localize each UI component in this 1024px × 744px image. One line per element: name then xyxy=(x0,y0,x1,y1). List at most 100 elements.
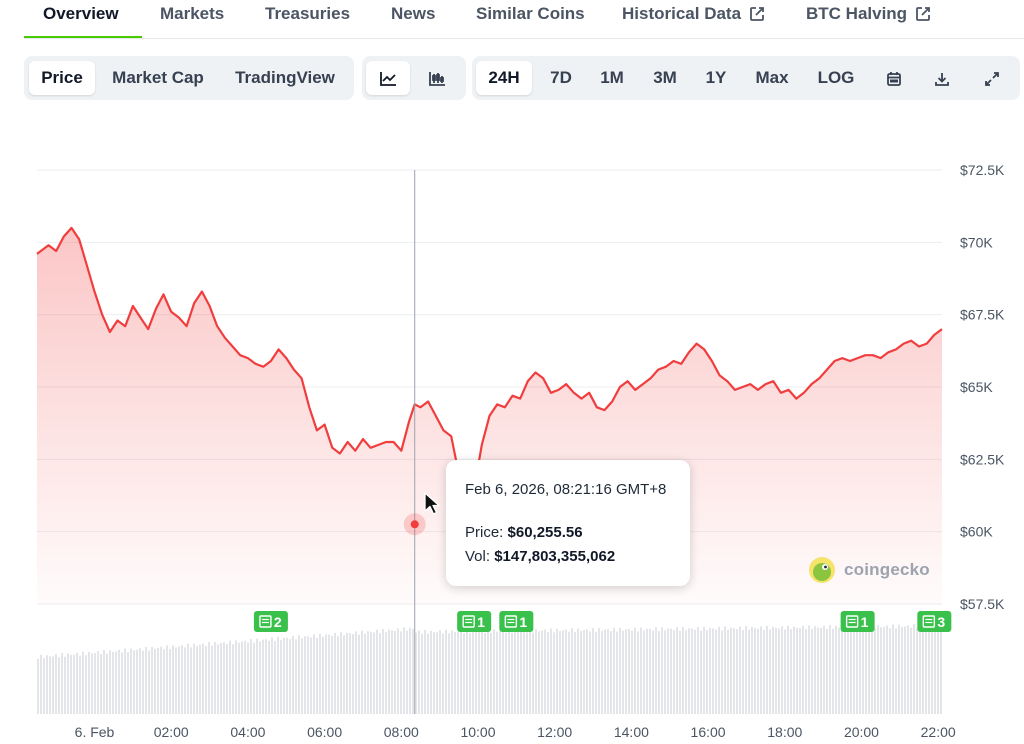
volume-bar xyxy=(889,628,891,714)
volume-bar xyxy=(412,628,414,714)
volume-bar xyxy=(844,625,846,714)
line-chart-icon xyxy=(380,71,396,86)
expand-icon xyxy=(985,71,999,86)
volume-bar xyxy=(874,628,876,714)
volume-bar xyxy=(790,629,792,714)
news-count: 1 xyxy=(519,614,527,630)
volume-bar xyxy=(667,628,669,714)
volume-bar xyxy=(529,628,531,714)
tab-similar-coins[interactable]: Similar Coins xyxy=(476,4,585,24)
volume-bar xyxy=(490,632,492,714)
market-cap-view-button[interactable]: Market Cap xyxy=(112,68,204,87)
volume-bar xyxy=(514,629,516,714)
volume-bar xyxy=(64,656,66,714)
range-24h-button[interactable]: 24H xyxy=(476,61,532,95)
volume-bar xyxy=(772,626,774,714)
price-chart[interactable]: $72.5K $70K $67.5K $65K $62.5K $60K $57.5K 6. … xyxy=(0,130,1024,744)
volume-bar xyxy=(763,629,765,714)
range-max-button[interactable]: Max xyxy=(755,68,789,87)
price-line xyxy=(36,226,943,525)
volume-bar xyxy=(646,628,648,714)
volume-bar xyxy=(403,627,405,714)
price-view-button[interactable]: Price xyxy=(29,61,95,95)
volume-bar xyxy=(724,626,726,714)
candlestick-chart-button[interactable] xyxy=(414,61,460,95)
volume-bar xyxy=(904,626,906,714)
volume-bar xyxy=(847,628,849,714)
volume-bar xyxy=(163,649,165,714)
volume-bar xyxy=(268,640,270,714)
volume-bar xyxy=(757,628,759,714)
volume-bar xyxy=(190,647,192,714)
download-button[interactable] xyxy=(922,61,962,95)
volume-bar xyxy=(808,625,810,714)
tooltip-volume-row: Vol: $147,803,355,062 xyxy=(465,548,615,565)
tradingview-button[interactable]: TradingView xyxy=(235,68,335,87)
chart-style-group xyxy=(362,56,466,100)
range-7d-button[interactable]: 7D xyxy=(550,68,572,87)
volume-bar xyxy=(865,625,867,714)
volume-bar xyxy=(307,636,309,714)
volume-bar xyxy=(673,630,675,714)
tab-label: BTC Halving xyxy=(806,4,908,23)
tab-historical-data[interactable]: Historical Data xyxy=(622,4,765,24)
range-1m-button[interactable]: 1M xyxy=(600,68,624,87)
volume-bar xyxy=(424,629,426,714)
volume-bar xyxy=(835,625,837,714)
volume-bar xyxy=(616,631,618,714)
volume-bar xyxy=(220,643,222,714)
external-link-icon xyxy=(750,7,764,21)
volume-bar xyxy=(121,652,123,714)
tab-overview[interactable]: Overview xyxy=(43,4,119,24)
volume-bar xyxy=(172,645,174,714)
volume-bar xyxy=(694,629,696,714)
volume-bar xyxy=(292,635,294,714)
volume-bar xyxy=(445,629,447,714)
volume-bar xyxy=(334,632,336,714)
volume-bar xyxy=(553,632,555,714)
tab-treasuries[interactable]: Treasuries xyxy=(265,4,350,24)
volume-bar xyxy=(625,629,627,714)
volume-bar xyxy=(499,631,501,714)
volume-bar xyxy=(238,642,240,714)
volume-bar xyxy=(634,627,636,714)
y-tick-label: $72.5K xyxy=(960,162,1005,178)
expand-button[interactable] xyxy=(972,61,1012,95)
volume-bar xyxy=(880,627,882,714)
volume-bar xyxy=(361,630,363,714)
volume-bar xyxy=(244,640,246,714)
news-marker: 1 xyxy=(840,611,875,632)
volume-bar xyxy=(850,624,852,714)
volume-bar xyxy=(547,632,549,714)
x-tick-label: 20:00 xyxy=(844,724,879,740)
volume-bar xyxy=(556,628,558,714)
volume-bar xyxy=(859,627,861,714)
volume-bar xyxy=(487,629,489,714)
volume-bar xyxy=(610,631,612,714)
volume-bar xyxy=(319,633,321,714)
calendar-button[interactable] xyxy=(874,61,914,95)
volume-bar xyxy=(607,629,609,714)
volume-bar xyxy=(181,645,183,714)
x-tick-label: 08:00 xyxy=(384,724,419,740)
volume-bar xyxy=(208,642,210,714)
tab-btc-halving[interactable]: BTC Halving xyxy=(806,4,931,24)
tab-news[interactable]: News xyxy=(391,4,435,24)
volume-bar xyxy=(139,648,141,714)
volume-bar xyxy=(658,631,660,714)
volume-bar xyxy=(427,633,429,714)
volume-bar xyxy=(898,624,900,714)
line-chart-button[interactable] xyxy=(366,61,410,95)
tab-markets[interactable]: Markets xyxy=(160,4,224,24)
volume-bar xyxy=(463,633,465,714)
volume-bar xyxy=(250,639,252,714)
x-tick-label: 04:00 xyxy=(230,724,265,740)
range-1y-button[interactable]: 1Y xyxy=(705,68,727,87)
volume-bar xyxy=(679,630,681,714)
volume-bar xyxy=(256,638,258,714)
volume-bar xyxy=(823,625,825,714)
log-scale-button[interactable]: LOG xyxy=(817,68,855,87)
range-3m-button[interactable]: 3M xyxy=(653,68,677,87)
volume-bar xyxy=(43,658,45,714)
news-marker: 2 xyxy=(253,611,288,632)
